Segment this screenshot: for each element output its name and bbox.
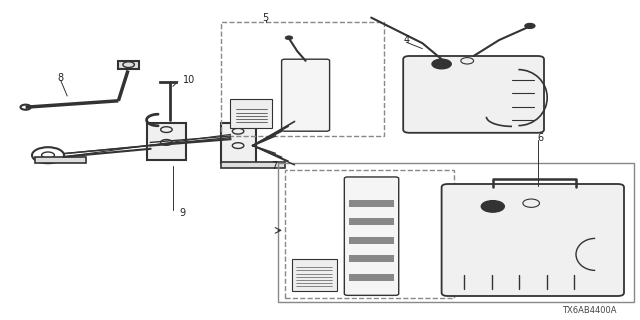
Bar <box>349 274 394 281</box>
Text: 8: 8 <box>58 73 64 84</box>
Bar <box>35 157 86 163</box>
Bar <box>349 237 394 244</box>
Bar <box>349 218 394 225</box>
Text: 7: 7 <box>271 161 277 172</box>
Circle shape <box>285 36 293 40</box>
Bar <box>221 22 384 136</box>
Text: 5: 5 <box>262 12 269 23</box>
Text: TX6AB4400A: TX6AB4400A <box>561 306 616 315</box>
Bar <box>349 255 394 262</box>
Text: 10: 10 <box>182 75 195 85</box>
Text: 4: 4 <box>403 35 410 45</box>
Text: 9: 9 <box>179 208 186 218</box>
FancyBboxPatch shape <box>344 177 399 295</box>
Circle shape <box>432 59 451 69</box>
Bar <box>278 163 634 302</box>
Bar <box>221 162 285 168</box>
FancyBboxPatch shape <box>282 59 330 131</box>
Circle shape <box>525 23 535 28</box>
Text: 6: 6 <box>538 132 544 143</box>
Bar <box>230 99 272 128</box>
FancyBboxPatch shape <box>403 56 544 133</box>
FancyBboxPatch shape <box>442 184 624 296</box>
Bar <box>285 170 454 298</box>
Bar <box>118 61 139 69</box>
Bar <box>292 259 337 291</box>
Bar <box>147 123 186 160</box>
Circle shape <box>481 201 504 212</box>
Bar <box>349 200 394 207</box>
Bar <box>221 123 256 163</box>
